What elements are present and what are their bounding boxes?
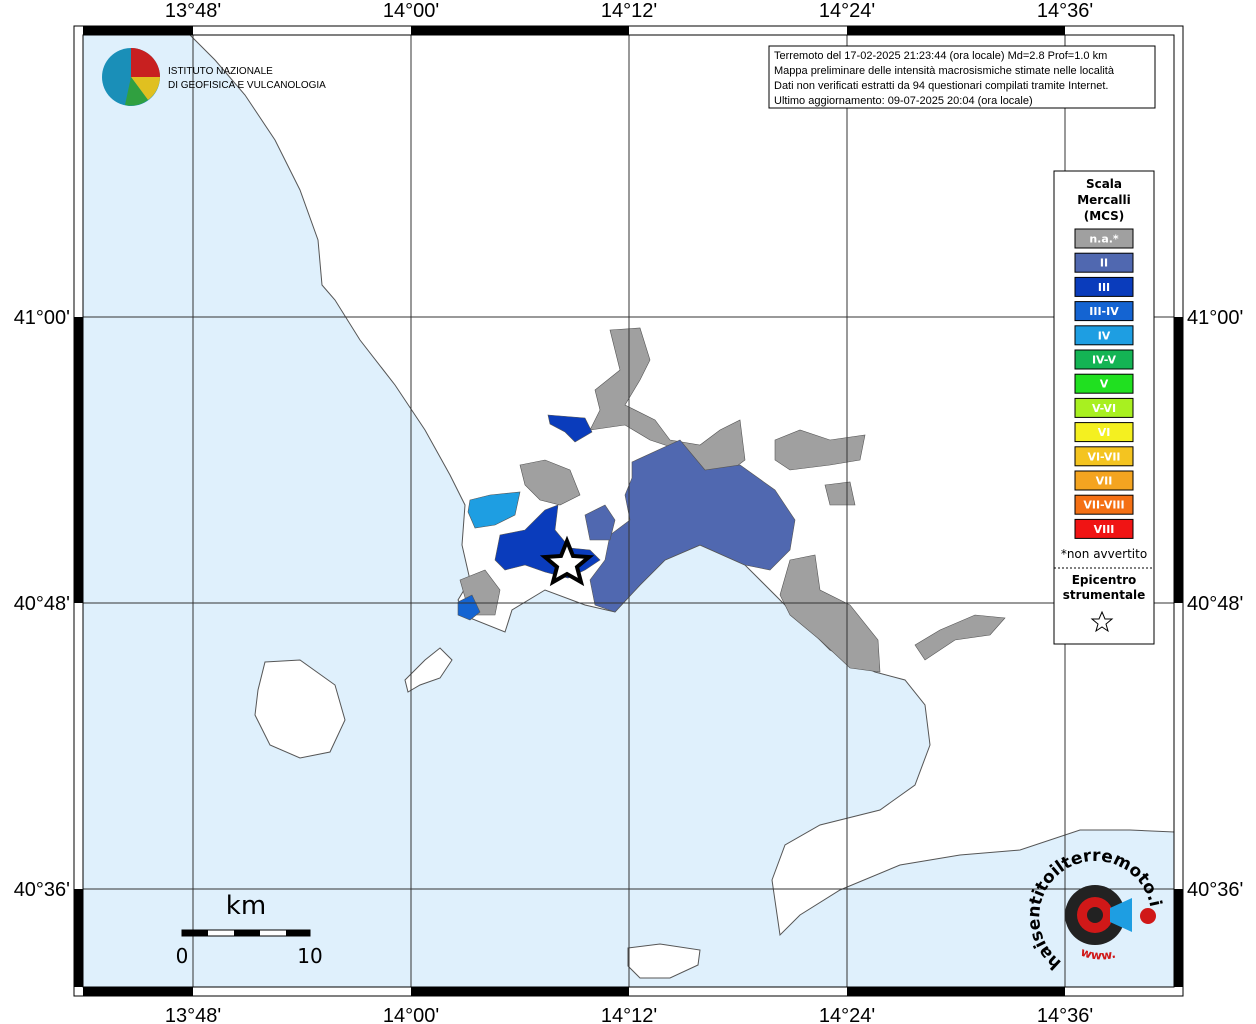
lon-label: 14°24' [819,1005,875,1024]
legend-swatch [1074,446,1134,467]
epicenter-star [539,535,595,587]
lat-label: 40°36' [14,879,70,901]
legend-label: III-IV [1089,305,1119,318]
lat-label: 40°36' [1187,879,1243,901]
legend-title: (MCS) [1084,209,1125,223]
legend-epicenter: strumentale [1063,588,1146,602]
lon-label: 14°36' [1037,1005,1093,1024]
area-iii [547,414,593,443]
logo-text: ISTITUTO NAZIONALE [168,66,273,77]
legend-swatch [1074,325,1134,346]
lon-label: 14°00' [383,0,439,22]
legend-label: IV-V [1092,354,1117,367]
lon-label: 14°36' [1037,0,1093,22]
legend-label: IV [1098,329,1111,342]
island-ischia [254,659,346,759]
area-na [779,554,881,673]
lon-label: 14°12' [601,1005,657,1024]
island-procida [404,647,453,693]
badge-www-path: www. [1079,945,1117,963]
area-iii-iv [457,594,481,621]
legend-label: VIII [1094,523,1115,536]
area-iv [467,491,521,529]
legend-swatch [1074,276,1134,297]
scale-bar: km 0 10 [176,891,323,968]
legend-swatch [1074,228,1134,249]
info-text: Terremoto del 17-02-2025 21:23:44 (ora l… [774,50,1115,107]
lat-label: 40°48' [14,593,70,615]
info-line: Dati non verificati estratti da 94 quest… [774,80,1108,92]
legend-swatch [1074,422,1134,443]
lat-label: 41°00' [1187,307,1243,329]
info-line: Mappa preliminare delle intensità macros… [774,65,1115,77]
frame [73,25,1184,997]
info-line: Terremoto del 17-02-2025 21:23:44 (ora l… [774,50,1107,62]
badge-www: www. [1079,945,1117,963]
legend-label: VII-VIII [1083,499,1124,512]
island-capri [627,943,701,979]
lat-label: 40°48' [1187,593,1243,615]
legend-title: Scala [1086,177,1122,191]
legend-label: V-VI [1092,402,1116,415]
legend-swatch [1074,349,1134,370]
logo-text: DI GEOFISICA E VULCANOLOGIA [168,80,326,91]
legend-swatch [1074,397,1134,418]
legend-swatch [1074,470,1134,491]
legend-label: V [1100,378,1109,391]
area-ii [589,439,796,613]
legend-label: VI-VII [1087,450,1120,463]
ingv-logo: ISTITUTO NAZIONALE DI GEOFISICA E VULCAN… [102,48,326,106]
legend-label: VI [1098,426,1111,439]
info-line: Ultimo aggiornamento: 09-07-2025 20:04 (… [774,95,1033,107]
area-na [519,459,581,506]
legend-swatch [1074,518,1134,539]
legend-label: II [1100,257,1108,270]
lon-label: 14°00' [383,1005,439,1024]
scale-label: 0 [176,944,189,968]
legend-swatch [1074,373,1134,394]
coordinate-labels: 13°48' 13°48' 14°00' 14°00' 14°12' 14°12' 14°2… [14,0,1244,1024]
lat-label: 41°00' [14,307,70,329]
scale-unit: km [226,891,266,921]
legend-title: Mercalli [1077,193,1131,207]
area-ii [584,504,616,541]
legend-label: III [1098,281,1110,294]
area-na [824,481,856,506]
lon-label: 13°48' [165,0,221,22]
legend-star [1090,610,1114,633]
legend-note: *non avvertito [1061,547,1147,561]
lon-label: 14°12' [601,0,657,22]
scale-label: 10 [297,944,322,968]
legend: ScalaMercalli(MCS)n.a.*IIIIIIII-IVIVIV-V… [1061,177,1147,602]
area-na [914,614,1006,661]
area-na [774,429,866,471]
legend-label: VII [1096,475,1113,488]
legend-epicenter: Epicentro [1072,573,1137,587]
info-box [768,45,1156,109]
legend-swatch [1074,252,1134,273]
lon-label: 13°48' [165,1005,221,1024]
legend-swatch [1074,301,1134,322]
legend-swatch [1074,494,1134,515]
legend-label: n.a.* [1089,233,1119,246]
lon-label: 14°24' [819,0,875,22]
